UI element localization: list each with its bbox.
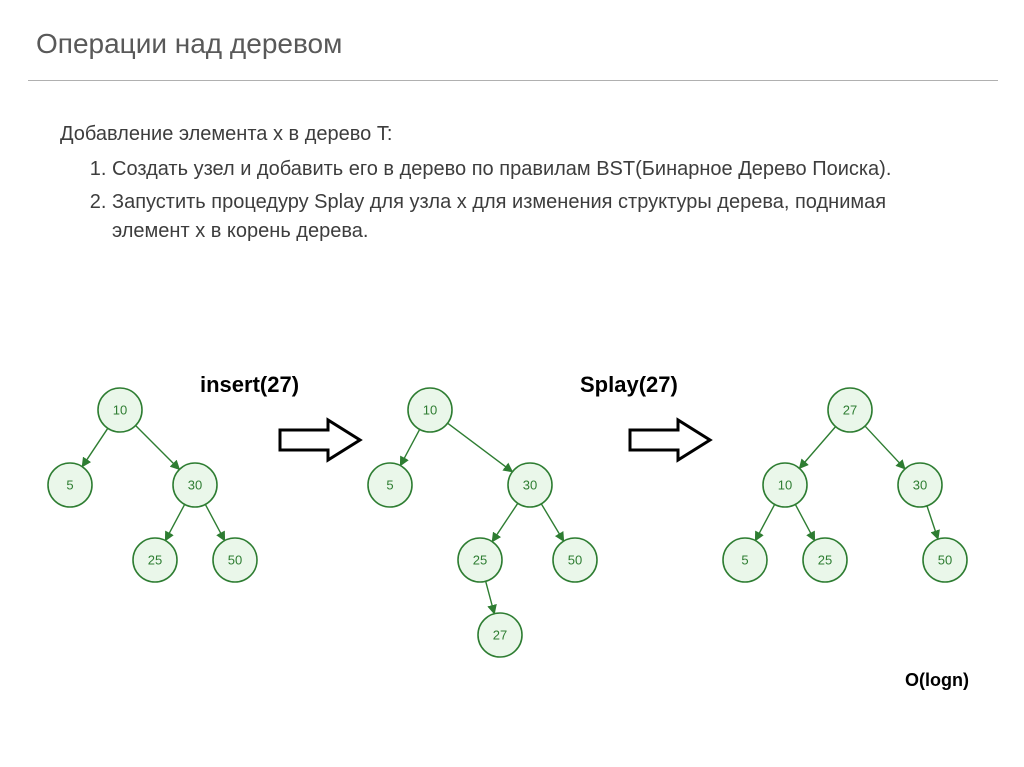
tree-edge <box>799 427 835 469</box>
tree-edge <box>795 504 814 540</box>
tree-edge <box>927 506 938 539</box>
complexity-label: O(logn) <box>905 670 969 691</box>
tree-node-label: 10 <box>113 403 127 418</box>
tree-edge <box>492 503 518 541</box>
tree-node-label: 25 <box>473 553 487 568</box>
tree-edge <box>865 426 905 469</box>
tree-node-label: 5 <box>66 478 73 493</box>
splay-label: Splay(27) <box>580 372 678 398</box>
tree-edge <box>448 423 513 472</box>
tree-node-label: 50 <box>228 553 242 568</box>
tree-node-label: 30 <box>523 478 537 493</box>
tree-node-label: 30 <box>913 478 927 493</box>
tree-node-label: 10 <box>778 478 792 493</box>
tree-edge <box>82 428 108 466</box>
tree-node-label: 50 <box>568 553 582 568</box>
tree-node-label: 5 <box>741 553 748 568</box>
tree-node-label: 50 <box>938 553 952 568</box>
arrow-icon <box>280 420 360 460</box>
tree-node-label: 25 <box>818 553 832 568</box>
tree-node-label: 10 <box>423 403 437 418</box>
tree-edge <box>400 429 419 465</box>
tree-node-label: 25 <box>148 553 162 568</box>
tree-diagram: 10 5 30 25 50 10 5 30 25 50 27 27 10 30 5 25 50 <box>0 0 1024 767</box>
tree-node-label: 5 <box>386 478 393 493</box>
tree-edge <box>205 504 224 540</box>
tree-edge <box>541 504 563 541</box>
tree-node-label: 30 <box>188 478 202 493</box>
tree-edge <box>486 581 495 613</box>
tree-node-label: 27 <box>493 628 507 643</box>
tree-edge <box>136 426 180 470</box>
tree-edge <box>755 504 774 540</box>
tree-edge <box>165 504 184 540</box>
tree-node-label: 27 <box>843 403 857 418</box>
insert-label: insert(27) <box>200 372 299 398</box>
arrow-icon <box>630 420 710 460</box>
